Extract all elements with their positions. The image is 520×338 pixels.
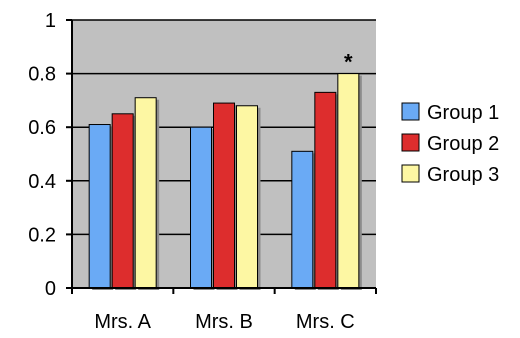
legend-swatch	[401, 164, 420, 183]
y-axis-ticks: 0 0.2 0.4 0.6 0.8 1	[28, 10, 72, 300]
x-category-label: Mrs. A	[94, 311, 151, 333]
bar-group-1-mrsb	[190, 126, 212, 289]
y-tick-label: 0.4	[28, 171, 56, 193]
legend-label: Group 2	[427, 133, 499, 155]
bar-group-2-mrsb	[213, 102, 235, 289]
legend: Group 1 Group 2 Group 3	[401, 102, 499, 186]
bar-group-2-mrsa	[111, 113, 134, 289]
y-tick-label: 0.2	[28, 224, 56, 246]
legend-label: Group 1	[427, 102, 499, 124]
bar-group-2-mrsc	[314, 91, 337, 289]
y-tick-label: 0.6	[28, 117, 56, 139]
bar-group-3-mrsa	[134, 97, 157, 289]
annotations: *	[344, 50, 353, 75]
y-tick-label: 0	[45, 278, 56, 300]
x-category-label: Mrs. B	[195, 311, 253, 333]
bar-group-3-mrsb	[236, 105, 258, 289]
legend-swatch	[401, 133, 420, 152]
legend-label: Group 3	[427, 164, 499, 186]
y-tick-label: 1	[45, 10, 56, 32]
bar-group-3-mrsc	[337, 73, 360, 289]
x-axis-labels: Mrs. A Mrs. B Mrs. C	[94, 311, 354, 333]
legend-swatch	[401, 102, 420, 121]
y-tick-label: 0.8	[28, 64, 56, 86]
bars	[88, 73, 362, 291]
x-category-label: Mrs. C	[296, 311, 355, 333]
significance-marker: *	[344, 50, 353, 75]
bar-group-1-mrsa	[88, 124, 111, 289]
bar-group-1-mrsc	[291, 150, 314, 289]
